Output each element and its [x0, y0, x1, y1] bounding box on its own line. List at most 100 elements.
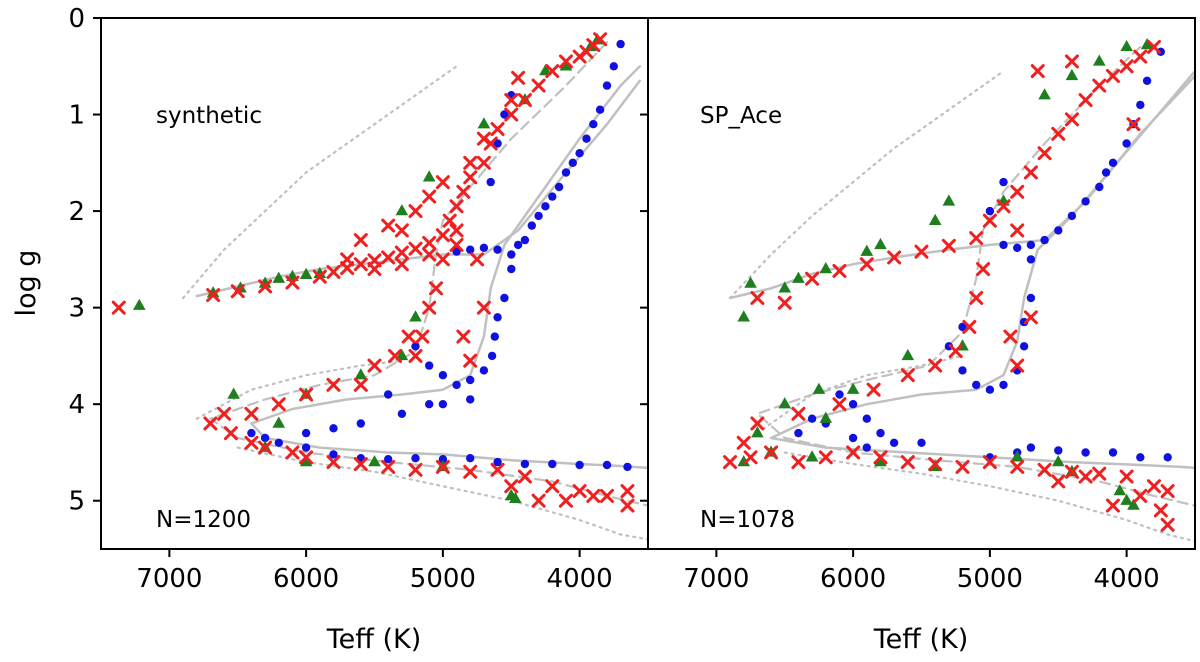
cross-point — [223, 426, 238, 441]
cross-point — [1133, 49, 1148, 64]
cross-point — [846, 445, 861, 460]
cross-point — [777, 295, 792, 310]
cross-point — [1051, 126, 1066, 141]
dot-point — [466, 375, 475, 385]
triangle-point — [1140, 38, 1154, 50]
cross-point — [463, 353, 478, 368]
triangle-point — [272, 271, 286, 283]
cross-point — [928, 457, 943, 472]
dot-point — [1163, 453, 1172, 462]
cross-point — [504, 93, 519, 108]
cross-point — [285, 445, 300, 460]
cross-point — [230, 284, 245, 299]
dot-point — [862, 443, 871, 452]
points-layer — [111, 32, 635, 513]
dot-point — [1142, 76, 1152, 86]
y-tick-label: 1 — [68, 101, 85, 131]
cross-point — [1003, 329, 1018, 344]
triangle-point — [819, 411, 833, 423]
cross-point — [558, 54, 573, 69]
cross-point — [750, 290, 765, 305]
dot-point — [1081, 197, 1090, 206]
dot-point — [493, 245, 502, 254]
cross-point — [1064, 54, 1079, 69]
triangle-point — [744, 276, 757, 288]
cross-point — [1119, 469, 1134, 484]
cross-point — [1105, 68, 1120, 83]
triangle-point — [477, 117, 491, 129]
triangle-point — [1051, 455, 1065, 467]
cross-point — [531, 493, 546, 508]
dot-point — [999, 177, 1008, 187]
cross-point — [962, 319, 977, 334]
cross-point — [394, 223, 409, 238]
dot-point — [260, 433, 270, 443]
x-tick-label: 7000 — [136, 564, 202, 594]
plot-frame — [100, 17, 649, 550]
dot-point — [384, 390, 393, 399]
triangle-point — [539, 64, 552, 76]
cross-point — [996, 199, 1011, 214]
dot-point — [425, 361, 434, 370]
triangle-point — [132, 298, 146, 310]
cross-point — [111, 300, 126, 315]
dot-point — [985, 385, 995, 394]
triangle-point — [1120, 493, 1133, 505]
triangle-point — [509, 491, 522, 503]
dot-point — [862, 414, 871, 423]
dot-point — [490, 332, 499, 341]
triangle-point — [395, 204, 409, 216]
dot-point — [466, 245, 475, 254]
cross-point — [1030, 64, 1045, 79]
cross-point — [873, 450, 888, 465]
cross-point — [299, 450, 314, 465]
cross-point — [312, 269, 327, 284]
dot-point — [486, 177, 495, 187]
triangle-point — [901, 348, 915, 361]
triangle-point — [942, 194, 956, 206]
dot-point — [616, 39, 625, 49]
cross-point — [1037, 146, 1052, 161]
cross-point — [408, 462, 423, 477]
dot-point — [247, 428, 256, 438]
dot-point — [500, 293, 509, 303]
points-layer — [723, 38, 1175, 532]
cross-point — [1010, 184, 1025, 199]
triangle-point — [874, 455, 887, 467]
triangle-point — [1038, 88, 1051, 100]
cross-point — [593, 32, 608, 47]
cross-point — [244, 406, 259, 421]
cross-point — [1078, 469, 1093, 484]
triangle-point — [805, 450, 819, 462]
cross-point — [353, 257, 368, 272]
cross-point — [1078, 93, 1093, 108]
cross-point — [490, 122, 505, 137]
dot-point — [1136, 453, 1145, 462]
dot-point — [301, 428, 311, 438]
cross-point — [203, 416, 218, 431]
dot-point — [411, 342, 420, 351]
cross-point — [258, 440, 273, 455]
cross-point — [982, 455, 997, 470]
triangle-point — [1010, 450, 1024, 462]
triangle-point — [1113, 484, 1127, 496]
cross-point — [1092, 78, 1107, 93]
triangle-point — [812, 382, 826, 394]
cross-point — [340, 252, 355, 267]
dot-point — [520, 235, 530, 245]
triangle-point — [778, 397, 792, 409]
dot-point — [384, 455, 393, 464]
cross-point — [449, 223, 464, 238]
triangle-point — [846, 382, 860, 394]
cross-point — [969, 290, 984, 305]
isochrone-dotted-3 — [728, 70, 1005, 300]
y-tick-label: 5 — [68, 487, 85, 517]
cross-point — [1010, 358, 1025, 373]
cross-point — [504, 479, 519, 494]
cross-point — [388, 348, 403, 363]
cross-point — [442, 213, 457, 228]
cross-point — [976, 262, 991, 277]
cross-point — [394, 245, 409, 260]
axis-ticks: 7000 6000 5000 4000 — [640, 17, 1160, 594]
